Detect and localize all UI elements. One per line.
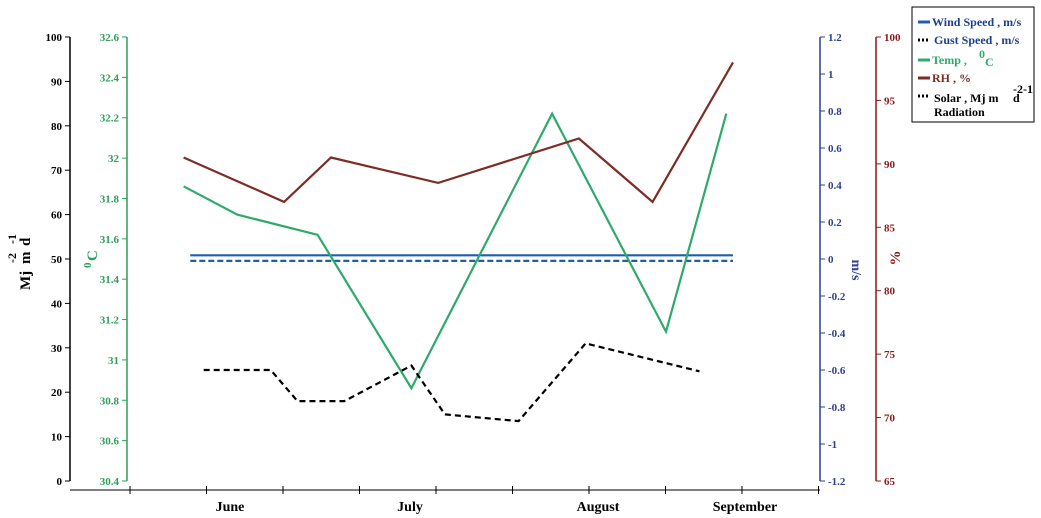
temp-axis-title-sup: 0	[82, 262, 94, 268]
solar-tick-label: 0	[57, 476, 63, 488]
wind-axis-title: m/s	[848, 260, 863, 282]
wind-tick-label: -1	[828, 439, 837, 451]
rh-tick-label: 75	[884, 349, 896, 361]
wind-tick-label: -0.6	[828, 365, 846, 377]
temp-tick-label: 31.2	[100, 315, 120, 327]
solar-tick-label: 40	[51, 298, 63, 310]
legend-temp-unit: C	[985, 55, 994, 69]
temp-tick-label: 31.4	[100, 274, 120, 286]
wind-tick-label: 1.2	[828, 32, 842, 44]
solar-radiation-line	[203, 342, 700, 423]
wind-tick-label: 0.4	[828, 180, 842, 192]
solar-axis-title-d: d	[18, 237, 34, 246]
solar-axis-title: Mj m-2 d-1	[5, 234, 34, 290]
temp-tick-label: 32.2	[100, 113, 120, 125]
temp-tick-label: 30.8	[100, 395, 120, 407]
legend-temp-label: Temp ,	[932, 53, 967, 67]
legend-rh-label: RH , %	[932, 71, 971, 85]
legend-solar-sup2: -1	[1023, 82, 1033, 96]
solar-axis-title-exp2: -1	[5, 234, 19, 244]
temp-tick-label: 30.6	[100, 436, 120, 448]
temp-tick-label: 31	[108, 355, 119, 367]
legend-box	[911, 6, 1035, 123]
temp-tick-label: 32.4	[100, 72, 120, 84]
solar-tick-label: 20	[51, 387, 63, 399]
legend-wind-label: Wind Speed , m/s	[932, 15, 1021, 29]
solar-tick-label: 70	[51, 165, 63, 177]
legend-solar-label-2: Radiation	[934, 105, 985, 119]
rh-tick-label: 95	[884, 95, 896, 107]
legend: Wind Speed , m/s Gust Speed , m/s Temp , 0…	[911, 6, 1035, 123]
x-tick-label-june: June	[216, 500, 245, 515]
rh-axis-title-text: %	[888, 251, 904, 266]
wind-tick-label: -0.4	[828, 328, 846, 340]
legend-solar-d: d	[1013, 91, 1020, 105]
temp-tick-label: 32	[108, 153, 120, 165]
temp-line	[183, 111, 728, 391]
wind-tick-label: 0.8	[828, 106, 842, 118]
solar-axis-title-main: Mj	[18, 271, 34, 290]
solar-tick-label: 90	[51, 76, 63, 88]
rh-tick-label: 70	[884, 413, 896, 425]
rh-tick-label: 85	[884, 222, 896, 234]
solar-tick-label: 30	[51, 343, 63, 355]
solar-tick-label: 50	[51, 254, 63, 266]
wind-tick-label: 0.6	[828, 143, 842, 155]
legend-temp-sup: 0	[979, 47, 985, 61]
rh-tick-label: 100	[884, 32, 901, 44]
solar-tick-label: 60	[51, 210, 63, 222]
rh-tick-label: 65	[884, 476, 896, 488]
legend-gust-label: Gust Speed , m/s	[934, 33, 1020, 47]
solar-tick-label: 100	[46, 32, 63, 44]
solar-axis-title-exp1: -2	[5, 253, 19, 263]
temp-tick-label: 32.6	[100, 32, 120, 44]
temp-tick-label: 31.6	[100, 234, 120, 246]
wind-tick-label: 0	[828, 254, 834, 266]
x-tick-label-september: September	[713, 500, 778, 515]
wind-tick-label: 1	[828, 69, 834, 81]
legend-solar-label: Solar , Mj m	[934, 91, 998, 105]
series-layer	[183, 61, 734, 423]
wind-tick-label: -0.8	[828, 402, 846, 414]
temp-tick-label: 30.4	[100, 476, 120, 488]
axes-layer: 100908070605040302010032.632.432.23231.8…	[5, 32, 904, 515]
temp-axis-title: 0C	[82, 250, 101, 268]
x-tick-label-august: August	[577, 500, 620, 515]
x-tick-label-july: July	[397, 500, 423, 515]
rh-tick-label: 90	[884, 159, 896, 171]
rh-axis-title: %	[888, 251, 904, 266]
temp-axis-title-main: C	[85, 250, 101, 261]
rh-tick-label: 80	[884, 286, 896, 298]
temp-tick-label: 31.8	[100, 193, 120, 205]
wind-axis-title-text: m/s	[848, 260, 863, 282]
solar-tick-label: 80	[51, 121, 63, 133]
rh-line	[183, 61, 734, 204]
wind-tick-label: -1.2	[828, 476, 846, 488]
solar-tick-label: 10	[51, 432, 63, 444]
wind-tick-label: -0.2	[828, 291, 846, 303]
wind-tick-label: 0.2	[828, 217, 842, 229]
solar-axis-title-m: m	[18, 251, 34, 264]
legend-solar-sup: -2	[1013, 82, 1023, 96]
